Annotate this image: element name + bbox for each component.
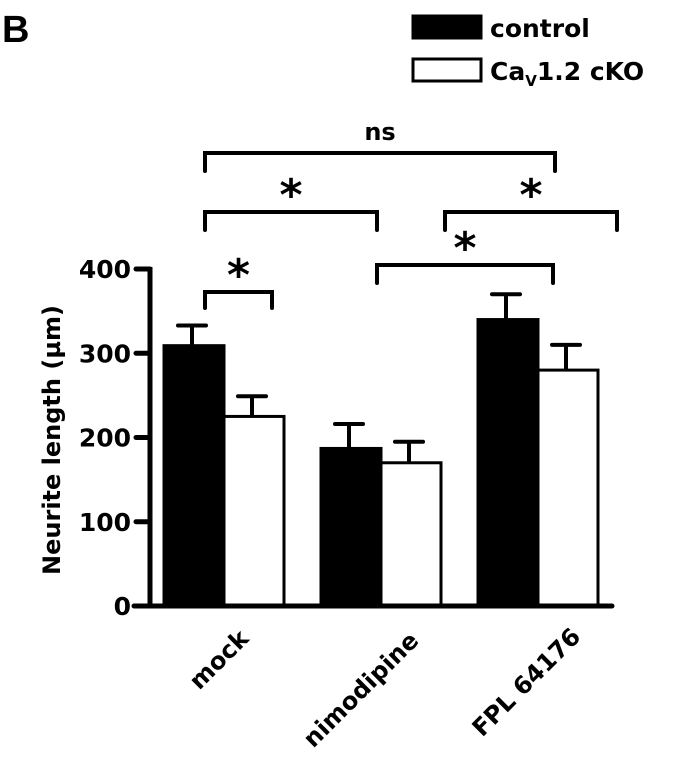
legend-label-cko: CaV1.2 cKO bbox=[490, 57, 644, 90]
y-tick-label: 0 bbox=[114, 592, 131, 621]
y-tick-label: 200 bbox=[79, 424, 131, 453]
x-tick-label-nimodipine: nimodipine bbox=[298, 626, 425, 753]
significance-bracket bbox=[443, 210, 619, 232]
bar-cav1-2-cko-nimodipine bbox=[379, 461, 443, 608]
panel-label: B bbox=[2, 9, 29, 51]
significance-brackets: ns * * * * bbox=[203, 118, 619, 310]
significance-label: * bbox=[519, 170, 542, 221]
bar-control-nimodipine bbox=[319, 446, 383, 608]
bar-control-mock bbox=[162, 344, 226, 608]
significance-label: ns bbox=[364, 118, 395, 146]
bar-control-fpl-64176 bbox=[476, 318, 540, 608]
significance-label: * bbox=[279, 170, 302, 221]
bar-cav1-2-cko-mock bbox=[222, 414, 286, 608]
significance-bracket bbox=[203, 151, 557, 173]
legend-swatch-control bbox=[411, 14, 483, 40]
bars bbox=[162, 292, 600, 608]
significance-bracket bbox=[375, 263, 555, 285]
significance-bracket bbox=[203, 210, 379, 232]
legend-label-control: control bbox=[490, 14, 590, 43]
y-tick-label: 100 bbox=[79, 508, 131, 537]
y-tick-label: 400 bbox=[79, 255, 131, 284]
axes: 0 100 200 300 400 bbox=[79, 255, 615, 621]
bar-cav1-2-cko-fpl-64176 bbox=[536, 368, 600, 608]
y-tick-label: 300 bbox=[79, 339, 131, 368]
significance-label: * bbox=[453, 223, 476, 274]
x-tick-label-mock: mock bbox=[184, 624, 255, 695]
x-tick-label-fpl: FPL 64176 bbox=[467, 622, 587, 742]
legend: control CaV1.2 cKO bbox=[411, 14, 644, 90]
y-axis-label: Neurite length (µm) bbox=[38, 305, 66, 575]
legend-swatch-cko bbox=[411, 57, 483, 83]
significance-label: * bbox=[227, 250, 250, 301]
significance-bracket bbox=[203, 290, 274, 310]
